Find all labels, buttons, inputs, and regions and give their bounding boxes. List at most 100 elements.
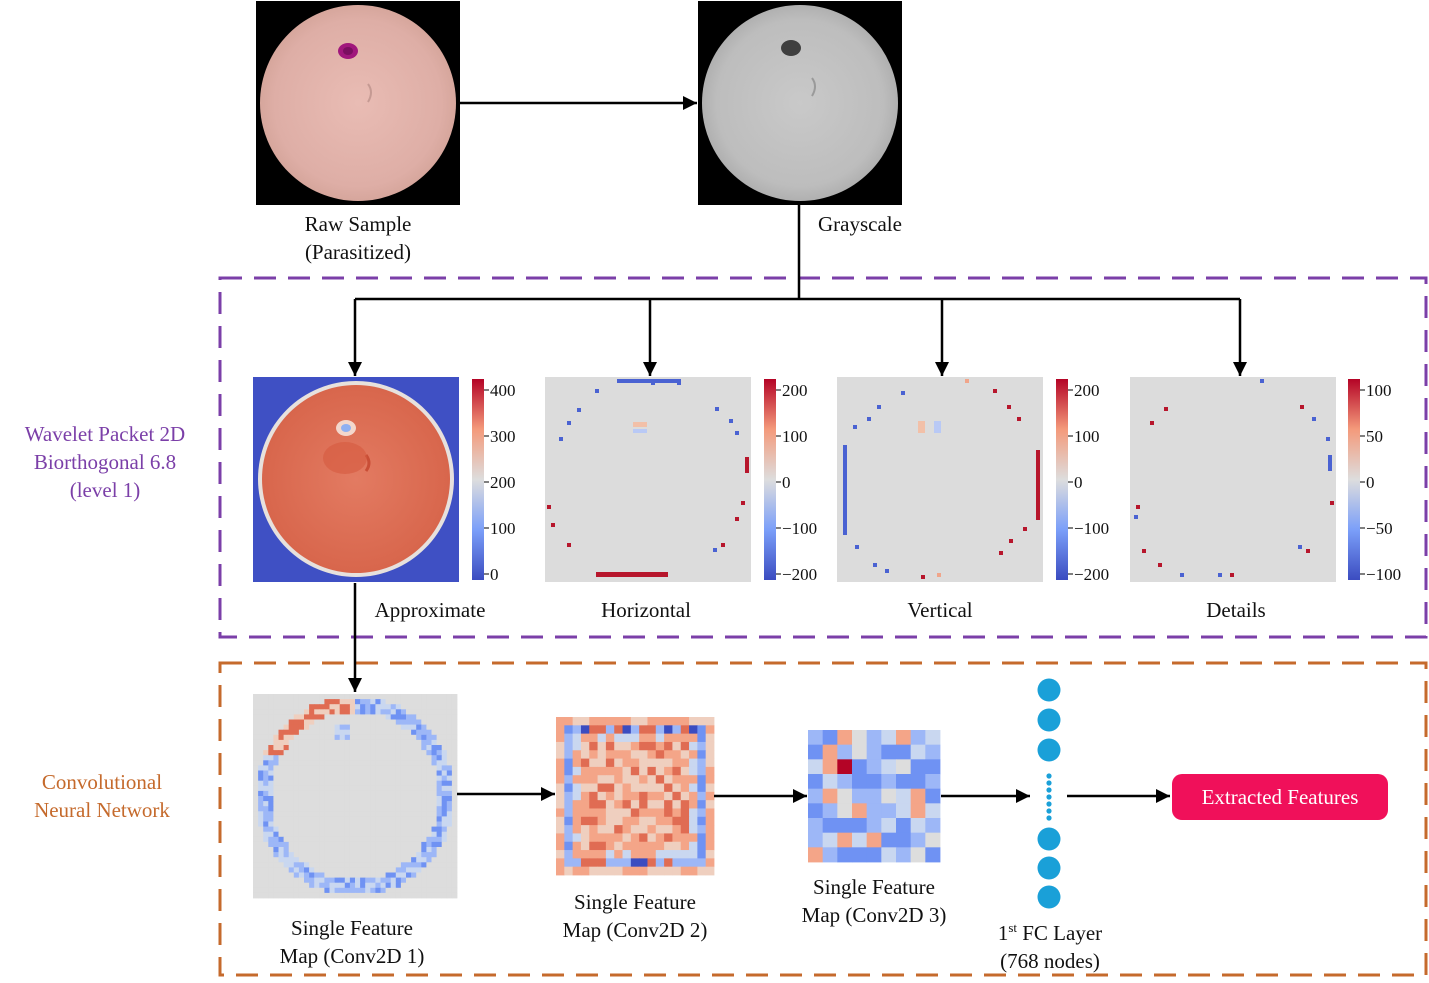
- feature-map-cell: [411, 862, 417, 868]
- feature-map-cell: [329, 709, 335, 715]
- feature-map-cell: [253, 765, 259, 771]
- feature-map-cell: [605, 816, 615, 826]
- coefficient-pixel: [1009, 539, 1013, 543]
- feature-map-cell: [263, 867, 269, 873]
- feature-map-cell: [253, 862, 259, 868]
- fc-ordinal: 1: [997, 921, 1009, 945]
- feature-map-cell: [436, 734, 443, 741]
- feature-map-cell: [822, 847, 838, 863]
- feature-map-cell: [385, 831, 392, 838]
- feature-map-cell: [647, 816, 657, 826]
- coefficient-pixel: [921, 575, 925, 579]
- feature-map-cell: [647, 766, 657, 776]
- feature-map-cell: [339, 714, 346, 720]
- feature-map-cell: [339, 760, 346, 766]
- feature-map-cell: [380, 857, 386, 863]
- wavelet-title: Wavelet Packet 2D Biorthogonal 6.8 (leve…: [0, 420, 210, 504]
- feature-map-cell: [630, 725, 640, 735]
- feature-map-cell: [672, 800, 682, 809]
- feature-map-cell: [925, 774, 941, 790]
- feature-map-cell: [672, 833, 682, 843]
- feature-map-cell: [431, 831, 437, 838]
- feature-map-cell: [334, 887, 341, 894]
- feature-map-cell: [263, 750, 269, 756]
- feature-map-cell: [385, 862, 392, 868]
- coefficient-pixel: [877, 405, 881, 409]
- fc-layer-nodes: [1037, 678, 1061, 909]
- feature-map-cell: [647, 800, 657, 809]
- feature-map-cell: [380, 775, 386, 782]
- feature-map-cell: [380, 831, 386, 838]
- feature-map-cell: [344, 745, 351, 751]
- feature-map-cell: [705, 825, 715, 834]
- conv1-label-line1: Single Feature: [291, 916, 413, 940]
- feature-map-cell: [293, 765, 300, 771]
- feature-map-cell: [647, 841, 657, 851]
- feature-map-cell: [925, 803, 941, 819]
- feature-map-cell: [451, 714, 458, 720]
- feature-map-cell: [451, 750, 458, 756]
- feature-map-cell: [421, 826, 427, 833]
- feature-map-cell: [319, 852, 325, 858]
- feature-map-cell: [639, 750, 648, 759]
- feature-map-cell: [680, 841, 690, 851]
- feature-map-cell: [314, 739, 320, 746]
- feature-map-cell: [278, 806, 284, 812]
- feature-map-cell: [597, 833, 607, 843]
- feature-map-cell: [572, 783, 582, 793]
- feature-map-cell: [375, 790, 381, 797]
- feature-map-cell: [925, 744, 941, 760]
- feature-map-cell: [436, 719, 443, 725]
- feature-map-cell: [293, 760, 300, 766]
- feature-map-cell: [451, 872, 458, 878]
- feature-map-cell: [411, 699, 417, 705]
- feature-map-cell: [334, 704, 341, 710]
- feature-map-cell: [344, 882, 351, 889]
- feature-map-cell: [268, 770, 274, 776]
- feature-map-cell: [375, 882, 381, 889]
- feature-map-cell: [258, 811, 264, 817]
- feature-map-cell: [385, 816, 392, 822]
- feature-map-cell: [370, 816, 376, 822]
- feature-map-cell: [556, 741, 565, 751]
- feature-map-cell: [431, 872, 437, 878]
- feature-map-cell: [324, 724, 330, 731]
- feature-map-cell: [451, 811, 458, 817]
- feature-map-cell: [360, 887, 366, 894]
- feature-map-cell: [339, 826, 346, 833]
- feature-map-cell: [680, 741, 690, 751]
- feature-map-cell: [421, 765, 427, 771]
- raw-sample-image: [256, 1, 460, 205]
- feature-map-cell: [655, 725, 665, 735]
- feature-map-cell: [339, 704, 346, 710]
- feature-map-cell: [400, 836, 407, 843]
- feature-map-cell: [355, 857, 361, 863]
- feature-map-cell: [298, 806, 305, 812]
- horizontal-label: Horizontal: [601, 598, 691, 622]
- feature-map-cell: [263, 892, 269, 899]
- feature-map-cell: [370, 862, 376, 868]
- feature-map-cell: [421, 882, 427, 889]
- feature-map-cell: [344, 796, 351, 802]
- coefficient-pixel: [885, 569, 889, 573]
- feature-map-cell: [431, 841, 437, 848]
- feature-map-cell: [339, 872, 346, 878]
- feature-map-cell: [380, 780, 386, 787]
- feature-map-cell: [580, 833, 590, 843]
- feature-map-cell: [355, 831, 361, 838]
- feature-map-cell: [572, 808, 582, 818]
- feature-map-cell: [293, 709, 300, 715]
- feature-map-cell: [288, 729, 295, 736]
- feature-map-cell: [390, 811, 397, 817]
- feature-map-cell: [319, 867, 325, 873]
- colorbar-tick-label: 0: [490, 565, 499, 584]
- feature-map-cell: [365, 699, 371, 705]
- feature-map-cell: [344, 780, 351, 787]
- feature-map-cell: [370, 734, 376, 741]
- feature-map-cell: [344, 821, 351, 827]
- feature-map-cell: [655, 800, 665, 809]
- feature-map-cell: [258, 770, 264, 776]
- feature-map-cell: [446, 704, 453, 710]
- feature-map-cell: [304, 836, 310, 843]
- feature-map-cell: [689, 841, 698, 851]
